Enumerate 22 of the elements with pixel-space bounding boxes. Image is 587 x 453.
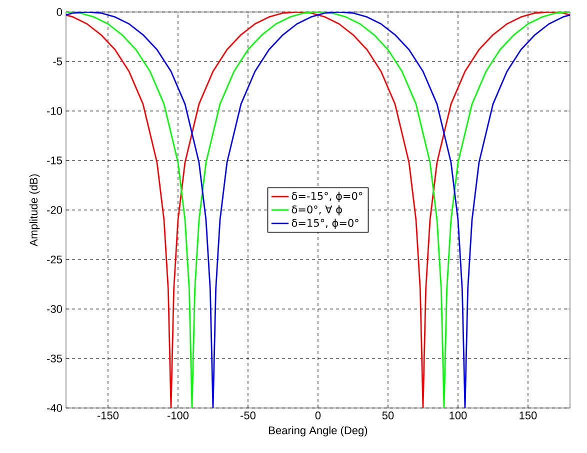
y-axis-title: Amplitude (dB) <box>29 174 40 246</box>
x-tick-label: -100 <box>167 412 189 420</box>
y-tick-label: -35 <box>47 354 62 362</box>
x-tick-label: 50 <box>382 412 394 420</box>
x-tick-label: 0 <box>315 412 321 420</box>
x-axis-title: Bearing Angle (Deg) <box>269 426 368 436</box>
y-tick-label: -40 <box>47 404 62 412</box>
y-tick-label: -20 <box>47 206 62 214</box>
y-tick-label: -10 <box>47 107 62 115</box>
y-tick-label: -30 <box>47 305 62 313</box>
legend-label: δ=-15°, ϕ=0° <box>292 192 362 202</box>
y-tick-label: -5 <box>53 58 62 66</box>
line-series <box>66 12 570 408</box>
legend-label: δ=0°, ∀ ϕ <box>292 205 342 216</box>
y-tick-label: -25 <box>47 256 62 264</box>
x-tick-label: -50 <box>240 412 256 420</box>
legend-label: δ=15°, ϕ=0° <box>292 218 358 229</box>
x-tick-label: -150 <box>97 412 119 420</box>
x-tick-label: 100 <box>450 412 467 420</box>
y-tick-label: 0 <box>56 8 62 16</box>
x-tick-label: 150 <box>520 412 537 420</box>
y-tick-label: -15 <box>47 156 62 164</box>
